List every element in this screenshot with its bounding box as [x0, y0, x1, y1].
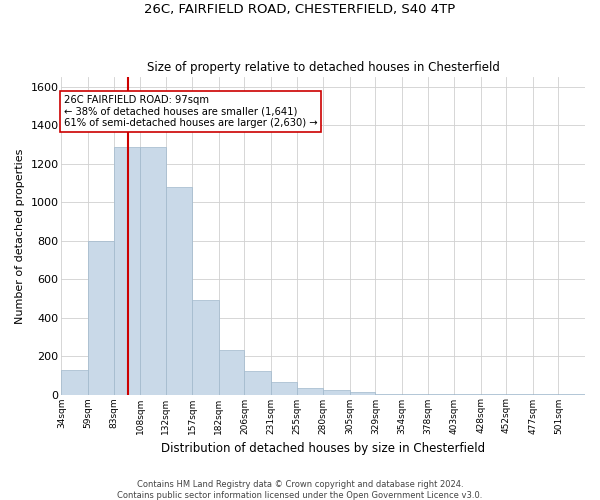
Bar [166, 187, 193, 394]
Y-axis label: Number of detached properties: Number of detached properties [15, 148, 25, 324]
X-axis label: Distribution of detached houses by size in Chesterfield: Distribution of detached houses by size … [161, 442, 485, 455]
Bar [219, 350, 244, 395]
Text: 26C, FAIRFIELD ROAD, CHESTERFIELD, S40 4TP: 26C, FAIRFIELD ROAD, CHESTERFIELD, S40 4… [145, 2, 455, 16]
Bar [193, 300, 219, 394]
Bar [323, 390, 350, 394]
Text: Contains HM Land Registry data © Crown copyright and database right 2024.
Contai: Contains HM Land Registry data © Crown c… [118, 480, 482, 500]
Title: Size of property relative to detached houses in Chesterfield: Size of property relative to detached ho… [147, 60, 500, 74]
Bar [140, 146, 166, 394]
Bar [244, 372, 271, 394]
Bar [350, 392, 376, 394]
Bar [61, 370, 88, 394]
Bar [88, 241, 113, 394]
Text: 26C FAIRFIELD ROAD: 97sqm
← 38% of detached houses are smaller (1,641)
61% of se: 26C FAIRFIELD ROAD: 97sqm ← 38% of detac… [64, 94, 317, 128]
Bar [113, 146, 140, 394]
Bar [271, 382, 296, 394]
Bar [296, 388, 323, 394]
